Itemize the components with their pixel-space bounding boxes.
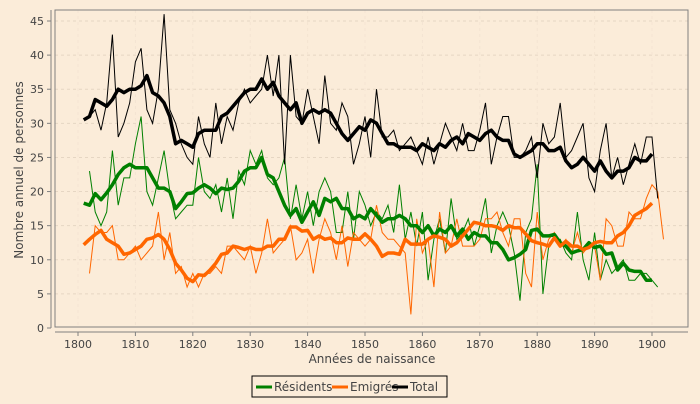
y-tick-label: 5: [37, 288, 44, 301]
y-tick-label: 0: [37, 322, 44, 335]
y-axis-label: Nombre annuel de personnes: [12, 81, 26, 258]
series-total-annual: [89, 14, 659, 199]
x-tick-label: 1830: [236, 338, 264, 351]
legend-label-residents: Résidents: [274, 380, 332, 394]
y-tick-label: 45: [30, 15, 44, 28]
series-residents-smoothed: [83, 155, 652, 282]
x-tick-label: 1900: [638, 338, 666, 351]
series-lines: [82, 14, 664, 315]
y-tick-label: 35: [30, 83, 44, 96]
x-tick-label: 1880: [523, 338, 551, 351]
y-tick-label: 20: [30, 186, 44, 199]
legend-label-emigres: Emigrés: [350, 380, 399, 394]
x-axis-label: Années de naissance: [309, 352, 436, 366]
x-tick-label: 1800: [64, 338, 92, 351]
y-tick-label: 15: [30, 220, 44, 233]
x-tick-label: 1850: [351, 338, 379, 351]
x-tick-label: 1810: [121, 338, 149, 351]
y-tick-label: 10: [30, 254, 44, 267]
series-emigres-smoothed: [82, 201, 654, 284]
x-tick-label: 1820: [179, 338, 207, 351]
x-ticks: 1800 1810 1820 1830 1840 1850 1860 1870 1880 1890…: [64, 332, 666, 351]
x-tick-label: 1890: [581, 338, 609, 351]
legend-label-total: Total: [409, 380, 438, 394]
x-tick-label: 1860: [408, 338, 436, 351]
plot-frame: [54, 9, 689, 328]
y-tick-label: 40: [30, 49, 44, 62]
legend-box: [251, 375, 448, 398]
y-tick-label: 25: [30, 151, 44, 164]
x-tick-label: 1840: [294, 338, 322, 351]
y-tick-label: 30: [30, 117, 44, 130]
y-ticks: 0 5 10 15 20 25 30 35 40 45: [30, 15, 51, 335]
series-total-smoothed: [82, 73, 654, 180]
x-tick-label: 1870: [466, 338, 494, 351]
legend: Résidents Emigrés Total: [251, 375, 448, 398]
